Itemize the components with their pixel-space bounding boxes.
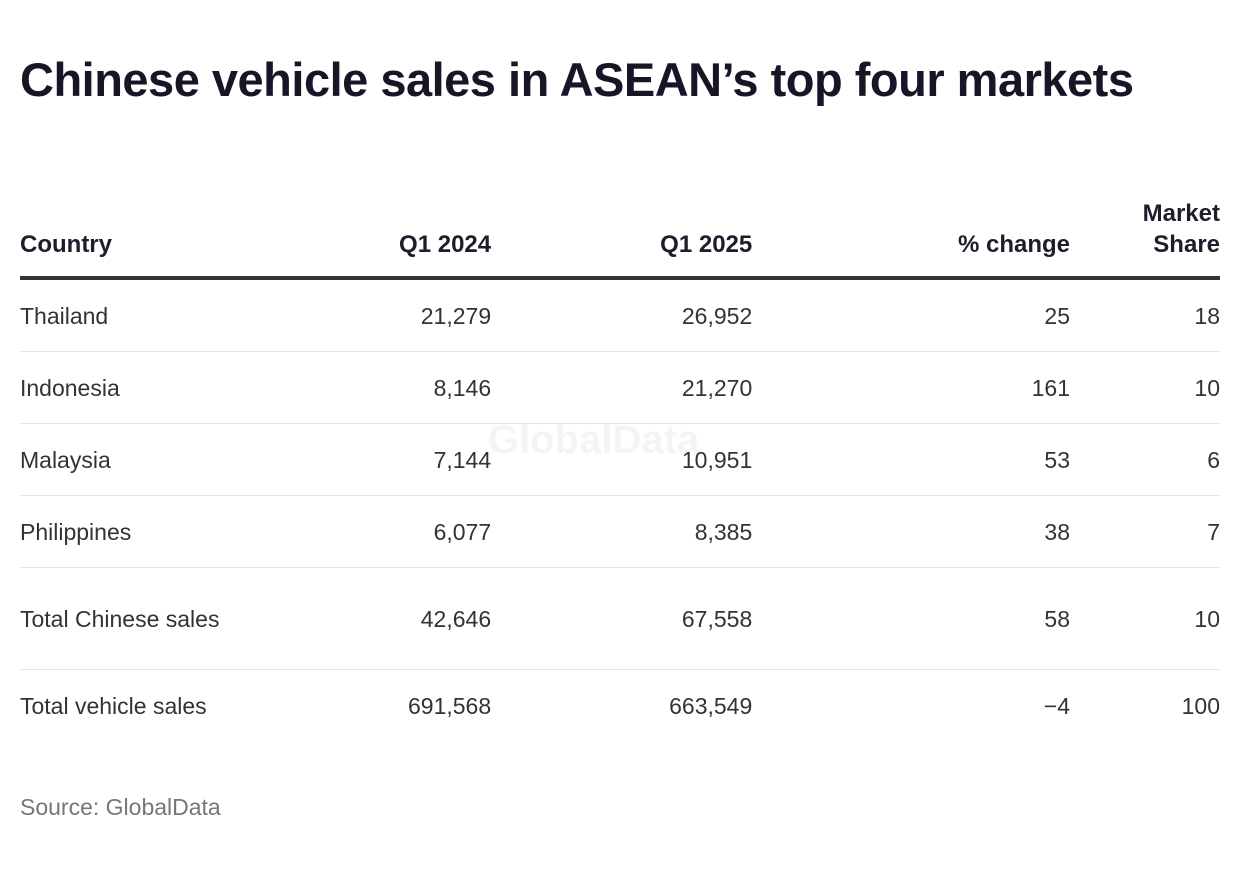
cell-q1-2024: 42,646 bbox=[230, 567, 492, 670]
cell-q1-2025: 663,549 bbox=[669, 692, 753, 719]
column-header-country: Country bbox=[20, 198, 230, 280]
cell-q1-2024: 691,568 bbox=[407, 692, 492, 719]
data-table: Country Q1 2024 Q1 2025 % change Market … bbox=[20, 198, 1220, 741]
column-header-q1-2024: Q1 2024 bbox=[230, 198, 492, 280]
cell-country: Philippines bbox=[20, 495, 230, 568]
cell-q1-2025: 26,952 bbox=[491, 278, 753, 352]
cell-pct-change: 58 bbox=[752, 567, 1070, 670]
column-header-market-share: Market Share bbox=[1070, 198, 1220, 280]
table-row: Malaysia 7,144 10,951 53 6 bbox=[20, 423, 1220, 496]
cell-market-share: 10 bbox=[1070, 567, 1220, 670]
cell-pct-change: 161 bbox=[752, 351, 1070, 424]
cell-pct-change: 53 bbox=[752, 423, 1070, 496]
column-header-q1-2025: Q1 2025 bbox=[491, 198, 753, 280]
cell-q1-2025: 67,558 bbox=[491, 567, 753, 670]
cell-pct-change: 25 bbox=[752, 278, 1070, 352]
table-row: Philippines 6,077 8,385 38 7 bbox=[20, 495, 1220, 568]
cell-q1-2024: 6,077 bbox=[230, 495, 492, 568]
cell-q1-2025: 8,385 bbox=[491, 495, 753, 568]
chart-title: Chinese vehicle sales in ASEAN’s top fou… bbox=[20, 53, 1134, 106]
cell-q1-2024: 7,144 bbox=[230, 423, 492, 496]
cell-market-share: 10 bbox=[1070, 351, 1220, 424]
cell-country: Total Chinese sales bbox=[20, 567, 230, 670]
cell-q1-2025: 10,951 bbox=[491, 423, 753, 496]
cell-country: Malaysia bbox=[20, 423, 230, 496]
cell-market-share: 18 bbox=[1070, 278, 1220, 352]
cell-pct-change: −4 bbox=[1043, 692, 1070, 719]
cell-country: Total vehicle sales bbox=[20, 692, 207, 719]
table-row: Total vehicle sales 691,568 663,549 −4 100 bbox=[20, 670, 1220, 742]
cell-market-share: 6 bbox=[1070, 423, 1220, 496]
cell-q1-2025: 21,270 bbox=[491, 351, 753, 424]
table-header-row: Country Q1 2024 Q1 2025 % change Market … bbox=[20, 198, 1220, 280]
source-note: Source: GlobalData bbox=[20, 794, 221, 820]
cell-market-share: 100 bbox=[1181, 692, 1220, 719]
cell-country: Thailand bbox=[20, 278, 230, 352]
cell-q1-2024: 21,279 bbox=[230, 278, 492, 352]
column-header-pct-change: % change bbox=[752, 198, 1070, 280]
cell-pct-change: 38 bbox=[752, 495, 1070, 568]
table-row: Thailand 21,279 26,952 25 18 bbox=[20, 278, 1220, 352]
cell-country: Indonesia bbox=[20, 351, 230, 424]
table-row: Total Chinese sales 42,646 67,558 58 10 bbox=[20, 567, 1220, 670]
cell-q1-2024: 8,146 bbox=[230, 351, 492, 424]
table-row: Indonesia 8,146 21,270 161 10 bbox=[20, 351, 1220, 424]
cell-market-share: 7 bbox=[1070, 495, 1220, 568]
